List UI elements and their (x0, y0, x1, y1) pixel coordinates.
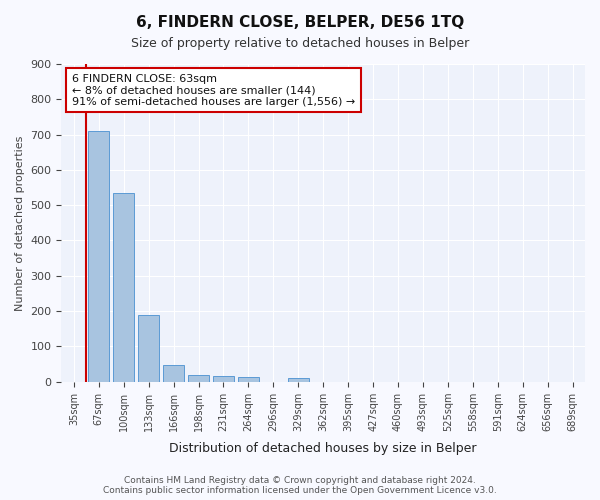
Bar (138, 314, 159, 382)
Bar (163, 365, 184, 382)
Text: 6, FINDERN CLOSE, BELPER, DE56 1TQ: 6, FINDERN CLOSE, BELPER, DE56 1TQ (136, 15, 464, 30)
Y-axis label: Number of detached properties: Number of detached properties (15, 135, 25, 310)
Bar (213, 376, 234, 382)
Bar (238, 377, 259, 382)
Bar (188, 374, 209, 382)
Text: Size of property relative to detached houses in Belper: Size of property relative to detached ho… (131, 38, 469, 51)
Bar (88, 131, 109, 382)
X-axis label: Distribution of detached houses by size in Belper: Distribution of detached houses by size … (169, 442, 477, 455)
Bar (287, 378, 309, 382)
Text: Contains HM Land Registry data © Crown copyright and database right 2024.
Contai: Contains HM Land Registry data © Crown c… (103, 476, 497, 495)
Text: 6 FINDERN CLOSE: 63sqm
← 8% of detached houses are smaller (144)
91% of semi-det: 6 FINDERN CLOSE: 63sqm ← 8% of detached … (72, 74, 355, 106)
Bar (113, 193, 134, 382)
